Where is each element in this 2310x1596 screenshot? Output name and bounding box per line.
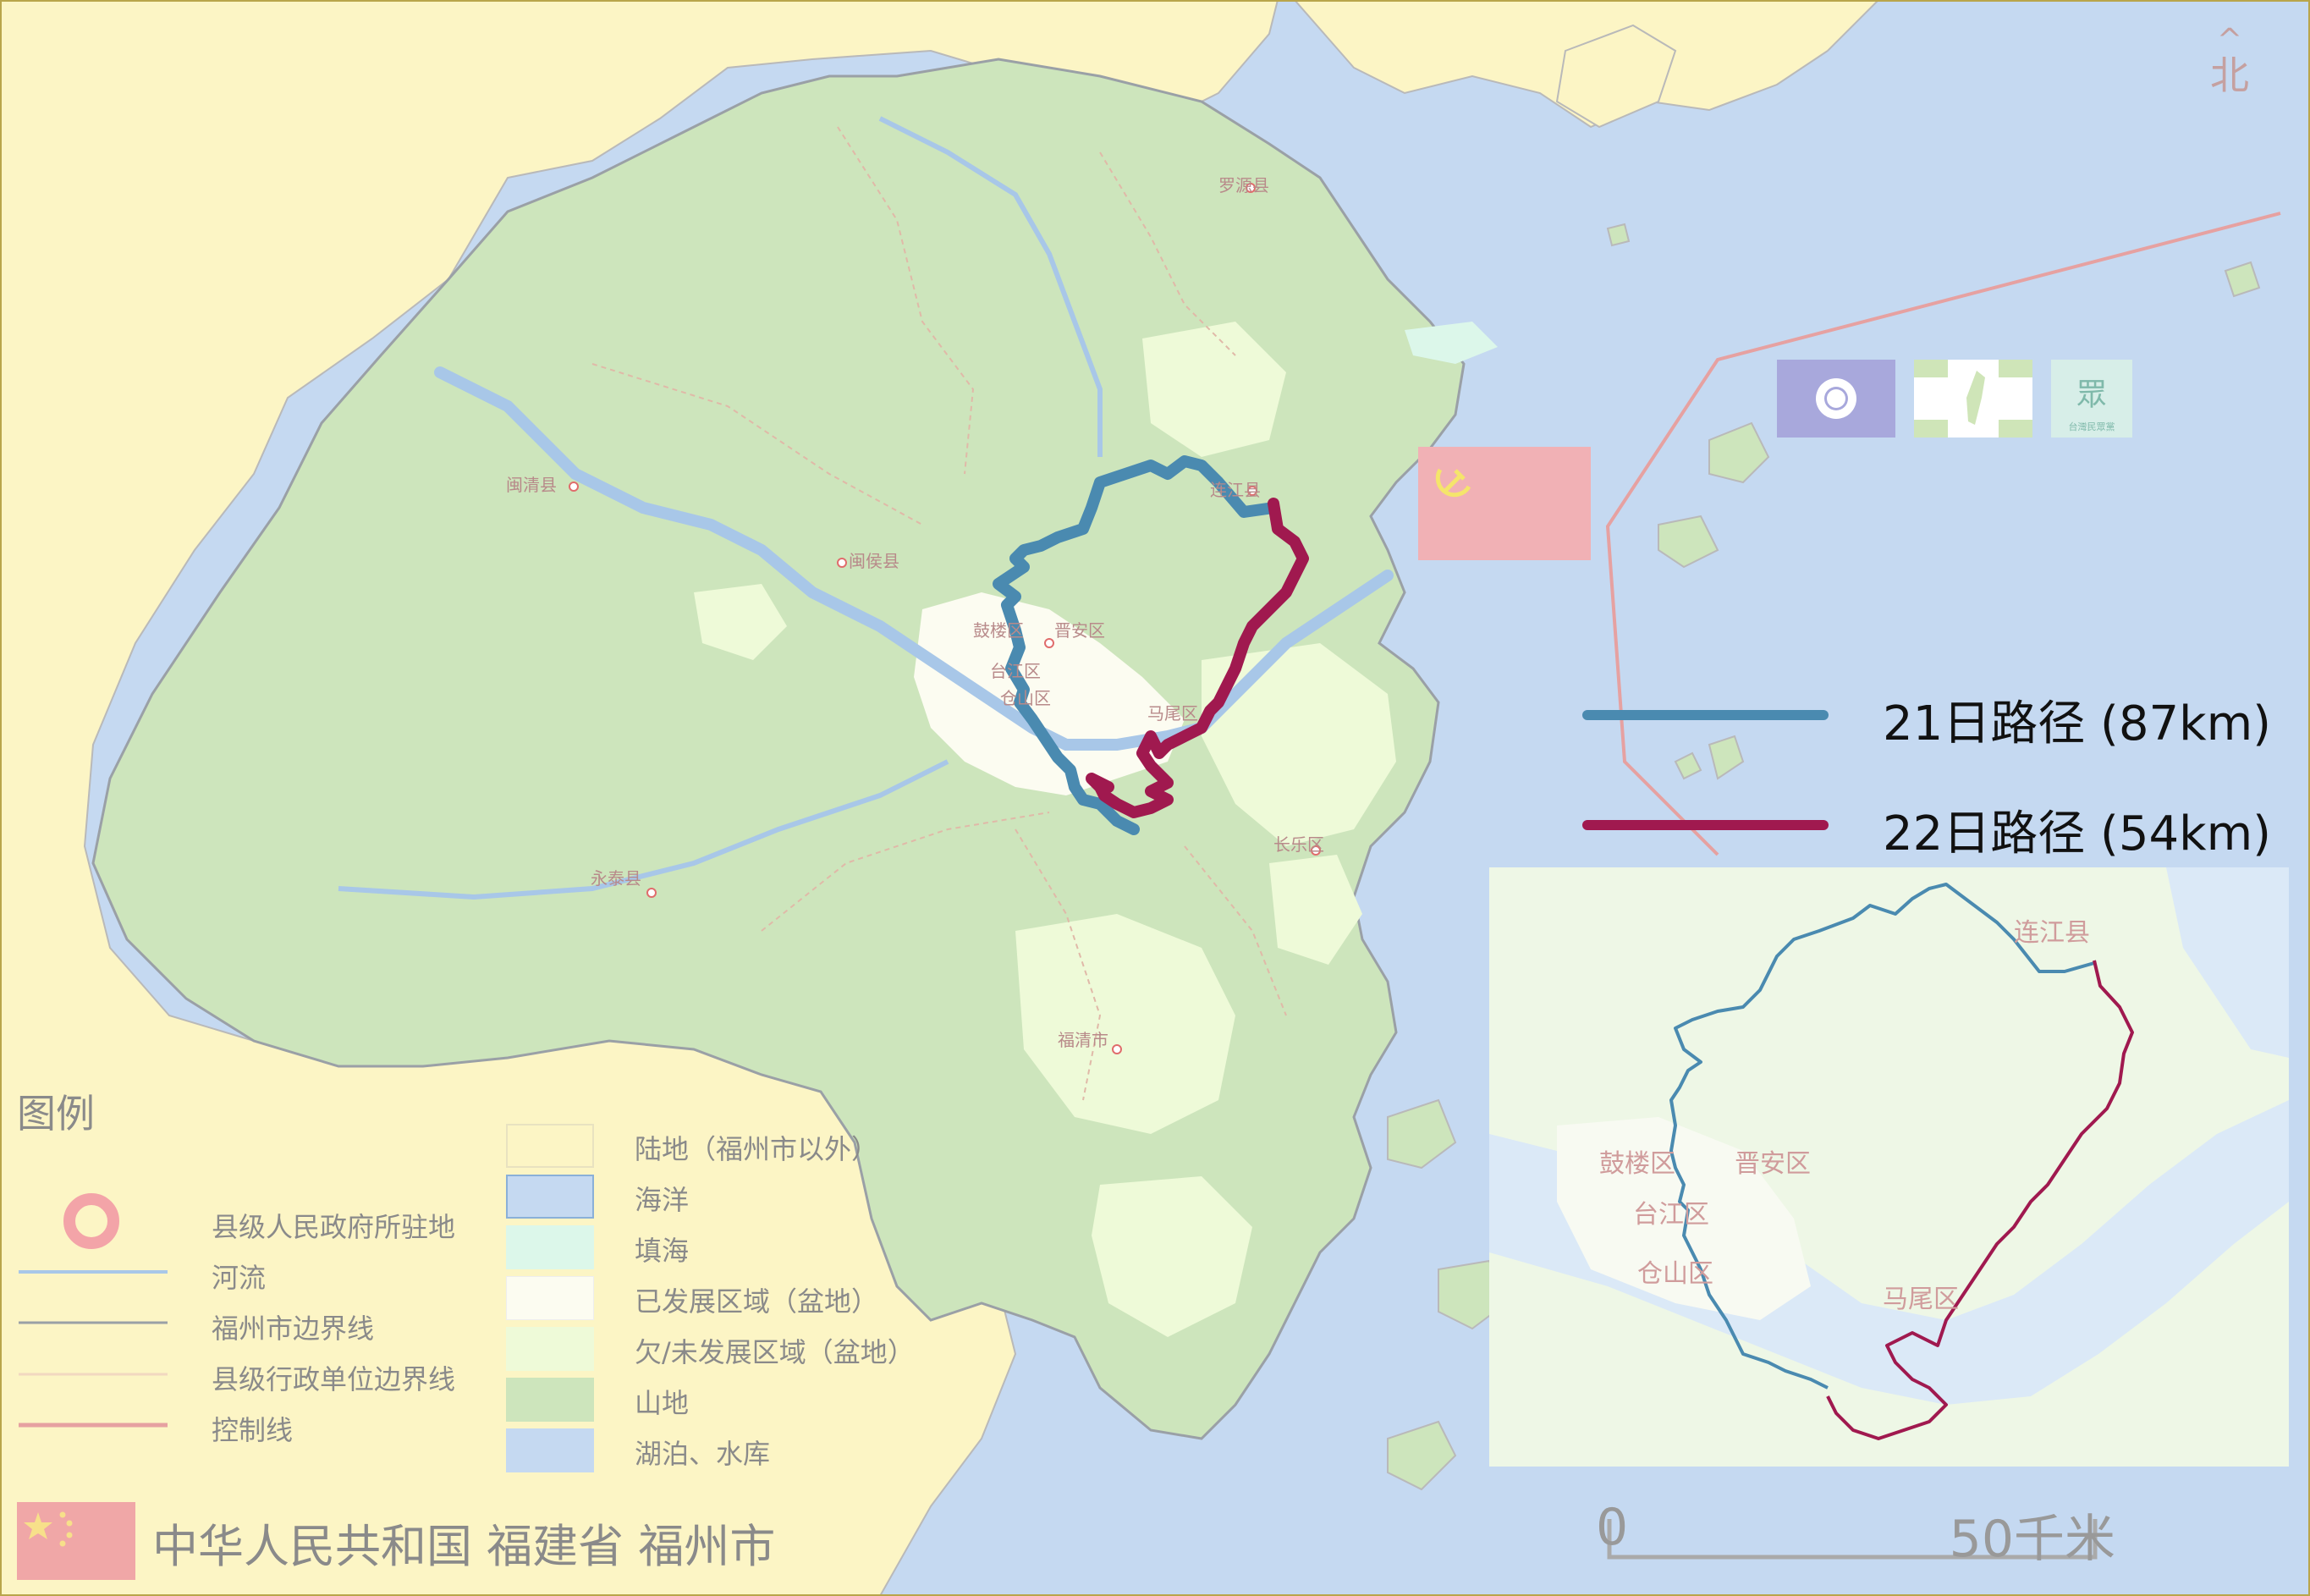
- legend-undeveloped-label: 欠/未发展区域（盆地）: [635, 1336, 915, 1368]
- inset-river: [1489, 1100, 2289, 1405]
- control-line: [1605, 212, 2281, 856]
- seat-symbol-icon: [63, 1193, 119, 1249]
- map-title: 中华人民共和国 福建省 福州市: [152, 1520, 776, 1573]
- legend-land-label: 陆地（福州市以外）: [635, 1133, 879, 1165]
- county-borders: [591, 126, 1287, 1101]
- reclaim-swatch: [506, 1225, 594, 1269]
- scale-start-label: 0: [1596, 1498, 1629, 1557]
- undeveloped-swatch: [506, 1327, 594, 1371]
- mountain-swatch: [506, 1378, 594, 1422]
- underdeveloped-areas: [694, 322, 1396, 1337]
- tributary-river: [878, 116, 1103, 457]
- inset-label-cangshan: 仓山区: [1637, 1259, 1713, 1289]
- place-label-taijiang: 台江区: [990, 661, 1041, 681]
- route-21-path: [993, 455, 1279, 835]
- marker-yongtai: [646, 888, 657, 898]
- north-arrow-icon: ^: [2216, 23, 2243, 58]
- inset-sea: [2166, 867, 2289, 1058]
- tpp-flag-glyph: 眾: [2076, 377, 2107, 412]
- legend-developed-label: 已发展区域（盆地）: [635, 1285, 879, 1318]
- marker-fuqing: [1112, 1044, 1122, 1054]
- inset-urban: [1557, 1117, 1811, 1320]
- east-islands: [1387, 223, 2261, 1491]
- place-label-minqing: 闽清县: [506, 475, 557, 495]
- inset-label-jinan: 晋安区: [1735, 1149, 1811, 1179]
- route-21-label: 21日路径 (87km): [1883, 696, 2271, 751]
- place-label-yongtai: 永泰县: [591, 868, 641, 889]
- legend-mountain-label: 山地: [635, 1387, 690, 1419]
- place-label-gulou: 鼓楼区: [973, 620, 1024, 641]
- marker-jinan: [1044, 638, 1054, 648]
- place-labels: 罗源县 闽清县 闽侯县 连江县 鼓楼区 晋安区 台江区 仓山区 马尾区 长乐区 …: [506, 175, 1324, 1050]
- ccp-flag: [1418, 447, 1591, 560]
- place-label-mawei: 马尾区: [1147, 703, 1198, 724]
- hammer-sickle-icon: [1435, 468, 1471, 498]
- place-markers: [569, 183, 1321, 1054]
- land-swatch: [506, 1124, 594, 1168]
- inset-label-lianjiang: 连江县: [2014, 918, 2090, 948]
- island: [1555, 24, 1677, 129]
- tpp-flag-sub: 台灣民眾黨: [2069, 421, 2115, 432]
- prc-flag: [17, 1502, 135, 1580]
- inset-route-21-path: [1669, 883, 2095, 1390]
- legend-seat-label: 县级人民政府所驻地: [212, 1211, 456, 1243]
- inset-label-mawei: 马尾区: [1883, 1285, 1959, 1314]
- place-label-jinan: 晋安区: [1054, 620, 1105, 641]
- dpp-flag: [1914, 360, 2032, 438]
- legend-city-border-label: 福州市边界线: [212, 1313, 375, 1345]
- inset-map: 连江县 鼓楼区 晋安区 台江区 仓山区 马尾区: [1489, 867, 2289, 1467]
- route-22-label: 22日路径 (54km): [1883, 806, 2271, 861]
- minjiang-river: [434, 366, 1394, 751]
- place-label-changle: 长乐区: [1273, 834, 1324, 855]
- marker-minhou: [837, 558, 847, 568]
- marker-changle: [1311, 845, 1321, 856]
- place-label-luoyuan: 罗源县: [1218, 175, 1269, 195]
- place-label-lianjiang: 连江县: [1210, 480, 1261, 500]
- inset-label-gulou: 鼓楼区: [1599, 1149, 1675, 1179]
- marker-luoyuan: [1246, 183, 1256, 193]
- marker-minqing: [569, 482, 579, 492]
- legend-sea-label: 海洋: [635, 1184, 690, 1216]
- legend-river-label: 河流: [212, 1262, 267, 1294]
- developed-swatch: [506, 1276, 594, 1320]
- reclaimed-area: [1405, 322, 1498, 364]
- legend-lake-label: 湖泊、水库: [635, 1438, 771, 1470]
- place-label-cangshan: 仓山区: [1000, 688, 1051, 708]
- inset-route-22-path: [1826, 960, 2134, 1440]
- marker-lianjiang: [1247, 486, 1257, 496]
- north-label: 北: [2210, 52, 2249, 98]
- sea-swatch: [506, 1175, 594, 1219]
- legend-county-border-label: 县级行政单位边界线: [212, 1363, 456, 1395]
- scale-bar: [1607, 1519, 2098, 1560]
- legend-title: 图例: [17, 1091, 95, 1136]
- inset-label-taijiang: 台江区: [1633, 1200, 1709, 1230]
- legend-control-label: 控制线: [212, 1414, 294, 1446]
- south-river: [338, 759, 949, 900]
- route-22-path: [1086, 498, 1309, 818]
- taiwan-shape-icon: [1966, 371, 1985, 425]
- place-label-minhou: 闽侯县: [849, 551, 899, 571]
- kmt-flag: [1777, 360, 1895, 438]
- legend-reclaim-label: 填海: [635, 1235, 690, 1267]
- north-arrow: ^ 北: [2210, 23, 2249, 98]
- place-label-fuqing: 福清市: [1058, 1030, 1108, 1050]
- lake-swatch: [506, 1428, 594, 1472]
- scale-end-label: 50千米: [1949, 1510, 2115, 1569]
- tpp-flag: 眾 台灣民眾黨: [2051, 360, 2132, 438]
- big-star-icon: [24, 1512, 52, 1539]
